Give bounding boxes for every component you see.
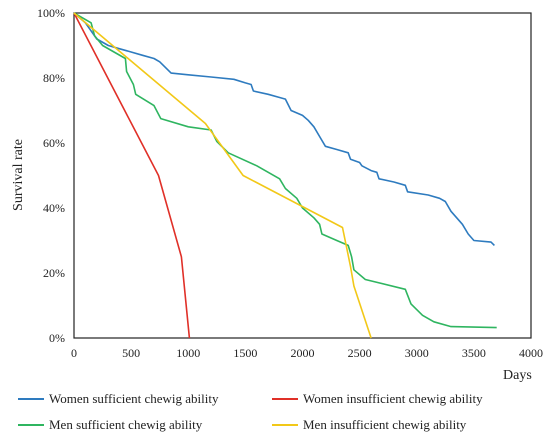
y-tick-label: 20% xyxy=(43,266,65,280)
legend-label-1: Women sufficient chewig ability xyxy=(49,391,219,406)
series-line-2 xyxy=(73,12,191,339)
x-tick-label: 1000 xyxy=(176,346,200,360)
legend-label-3: Men sufficient chewig ability xyxy=(49,417,203,432)
x-tick-label: 4000 xyxy=(519,346,543,360)
plot-area xyxy=(73,12,532,339)
series-line-1 xyxy=(73,12,495,246)
legend: Women sufficient chewig ability Women ins… xyxy=(18,391,483,432)
y-axis-title: Survival rate xyxy=(11,139,26,211)
x-axis-ticks: 0 500 1000 1500 2000 2500 3000 3500 4000 xyxy=(71,346,543,360)
x-tick-label: 3000 xyxy=(405,346,429,360)
series-line-3 xyxy=(73,12,497,329)
series-lines xyxy=(73,12,497,339)
x-tick-label: 0 xyxy=(71,346,77,360)
y-tick-label: 100% xyxy=(37,6,65,20)
y-tick-label: 80% xyxy=(43,71,65,85)
legend-label-4: Men insufficient chewig ability xyxy=(303,417,467,432)
series-line-4 xyxy=(73,12,372,339)
y-axis-ticks: 0% 20% 40% 60% 80% 100% xyxy=(37,6,65,345)
y-tick-label: 40% xyxy=(43,201,65,215)
x-tick-label: 1500 xyxy=(233,346,257,360)
y-tick-label: 60% xyxy=(43,136,65,150)
x-tick-label: 500 xyxy=(122,346,140,360)
x-axis-title: Days xyxy=(503,368,532,383)
x-tick-label: 2000 xyxy=(291,346,315,360)
x-tick-label: 2500 xyxy=(348,346,372,360)
legend-label-2: Women insufficient chewig ability xyxy=(303,391,483,406)
x-tick-label: 3500 xyxy=(462,346,486,360)
y-tick-label: 0% xyxy=(49,331,65,345)
